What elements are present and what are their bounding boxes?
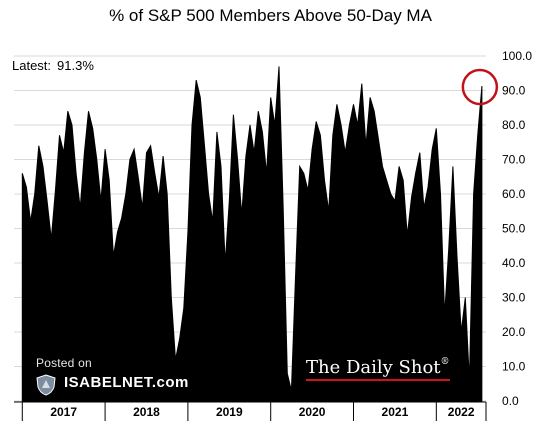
y-tick-label: 10.0 (502, 360, 526, 374)
x-tick-label: 2019 (216, 405, 243, 419)
shield-icon (36, 374, 56, 396)
latest-label: Latest: (12, 58, 52, 73)
latest-highlight-circle (461, 68, 499, 106)
y-tick-label: 20.0 (502, 325, 526, 339)
y-tick-label: 0.0 (502, 394, 519, 408)
x-tick-label: 2022 (448, 405, 475, 419)
publisher-logo: The Daily Shot® (306, 357, 450, 381)
latest-value: 91.3% (57, 58, 94, 73)
y-tick-label: 40.0 (502, 256, 526, 270)
area-series (21, 66, 483, 402)
logo-underline (306, 379, 450, 381)
x-tick-label: 2020 (299, 405, 326, 419)
chart-title: % of S&P 500 Members Above 50-Day MA (109, 6, 432, 25)
y-tick-label: 100.0 (502, 49, 532, 63)
source-prefix: Posted on (36, 356, 92, 370)
y-tick-label: 80.0 (502, 118, 526, 132)
latest-annotation: Latest: 91.3% (12, 58, 94, 73)
source-badge: Posted on ISABELNET.com (36, 356, 188, 396)
x-tick-label: 2021 (382, 405, 409, 419)
x-tick-label: 2018 (133, 405, 160, 419)
y-tick-label: 90.0 (502, 84, 526, 98)
y-tick-label: 70.0 (502, 153, 526, 167)
x-tick-label: 2017 (50, 405, 77, 419)
y-tick-label: 60.0 (502, 187, 526, 201)
y-tick-label: 30.0 (502, 291, 526, 305)
source-brand: ISABELNET.com (64, 374, 189, 391)
y-tick-label: 50.0 (502, 222, 526, 236)
